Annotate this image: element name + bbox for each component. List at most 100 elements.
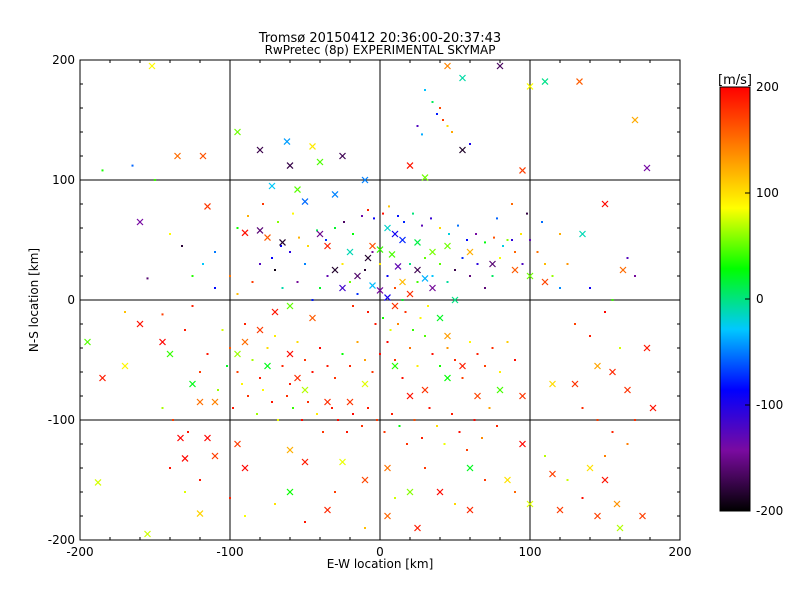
scatter-point-dot — [352, 305, 354, 307]
scatter-point-dot — [466, 449, 468, 451]
scatter-point-x — [181, 454, 189, 462]
scatter-point-dot — [439, 365, 441, 367]
scatter-point-x — [549, 380, 556, 388]
scatter-point-x-stroke — [384, 224, 391, 232]
scatter-point-x-stroke — [279, 238, 286, 246]
scatter-point-dot — [304, 263, 306, 265]
scatter-point-x — [406, 162, 414, 170]
scatter-point-x-stroke — [421, 274, 429, 282]
scatter-point-dot — [581, 407, 584, 409]
scatter-point-dot — [169, 233, 171, 235]
scatter-point-x — [196, 510, 204, 518]
scatter-point-x — [511, 266, 519, 274]
scatter-point-dot — [161, 313, 164, 316]
scatter-point-dot — [236, 371, 239, 373]
scatter-point-x-stroke — [256, 226, 264, 234]
scatter-point-dot — [566, 263, 569, 265]
scatter-point-dot — [349, 365, 351, 367]
scatter-point-x-stroke — [316, 230, 324, 238]
scatter-point-x-stroke — [376, 286, 384, 294]
scatter-point-x — [414, 524, 421, 532]
scatter-point-dot — [611, 299, 614, 301]
scatter-point-x-stroke — [466, 506, 474, 514]
scatter-point-x-stroke — [199, 152, 207, 160]
scatter-point-x-stroke — [346, 248, 354, 256]
scatter-point-dot — [169, 467, 171, 469]
scatter-point-x — [414, 266, 421, 274]
scatter-point-x-stroke — [391, 302, 399, 310]
scatter-point-dot — [412, 329, 414, 331]
scatter-point-dot — [413, 419, 416, 421]
scatter-point-dot — [296, 341, 299, 343]
scatter-point-x — [309, 314, 316, 322]
scatter-point-dot — [446, 347, 449, 349]
scatter-point-x — [421, 386, 429, 394]
scatter-point-dot — [361, 215, 363, 217]
scatter-point-dot — [221, 329, 224, 331]
scatter-point-x-stroke — [211, 452, 219, 460]
scatter-point-x-stroke — [631, 116, 639, 124]
scatter-point-dot — [424, 335, 426, 337]
scatter-point-dot — [481, 437, 483, 439]
scatter-point-x-stroke — [301, 458, 309, 466]
scatter-point-dot — [161, 407, 164, 409]
scatter-point-x-stroke — [649, 404, 657, 412]
scatter-point-x — [316, 158, 324, 166]
scatter-point-x-stroke — [286, 162, 294, 170]
scatter-point-dot — [526, 212, 528, 215]
scatter-point-x-stroke — [571, 380, 579, 388]
scatter-point-dot — [251, 281, 254, 283]
scatter-point-dot — [187, 431, 189, 433]
scatter-point-dot — [341, 353, 344, 355]
scatter-point-dot — [326, 275, 329, 277]
scatter-point-dot — [236, 293, 239, 295]
scatter-point-x — [444, 62, 451, 70]
scatter-point-dot — [316, 229, 318, 232]
scatter-point-dot — [454, 269, 456, 271]
scatter-point-x-stroke — [466, 464, 474, 472]
scatter-point-x — [643, 164, 651, 172]
scatter-point-dot — [199, 371, 201, 373]
scatter-point-dot — [398, 425, 401, 427]
scatter-point-dot — [184, 491, 186, 493]
y-tick-label: -200 — [48, 533, 75, 547]
scatter-point-x-stroke — [331, 266, 339, 274]
scatter-point-dot — [541, 221, 543, 223]
scatter-point-dot — [514, 359, 516, 361]
scatter-point-dot — [229, 497, 231, 499]
scatter-point-dot — [484, 241, 486, 244]
scatter-point-dot — [419, 317, 422, 319]
scatter-point-dot — [626, 257, 629, 259]
scatter-point-dot — [430, 217, 432, 220]
scatter-point-dot — [406, 443, 408, 445]
scatter-point-dot — [229, 275, 231, 277]
scatter-point-dot — [514, 251, 516, 253]
scatter-point-dot — [281, 287, 284, 289]
scatter-point-dot — [458, 431, 461, 433]
scatter-point-dot — [484, 479, 486, 481]
scatter-point-dot — [446, 281, 449, 283]
scatter-point-x-stroke — [391, 362, 399, 370]
scatter-point-dot — [634, 275, 636, 277]
scatter-point-x — [241, 338, 249, 346]
scatter-point-x — [406, 290, 414, 298]
scatter-point-x — [177, 434, 184, 442]
scatter-point-x-stroke — [294, 374, 301, 382]
scatter-point-x-stroke — [616, 524, 624, 532]
scatter-point-dot — [451, 131, 453, 133]
scatter-point-dot — [421, 437, 423, 439]
scatter-point-dot — [277, 419, 279, 421]
scatter-point-dot — [581, 497, 584, 499]
scatter-point-x — [324, 398, 331, 406]
scatter-point-dot — [311, 299, 314, 301]
scatter-point-x — [631, 116, 639, 124]
scatter-point-x — [466, 248, 474, 256]
scatter-point-x-stroke — [211, 398, 219, 406]
scatter-point-x — [331, 266, 339, 274]
scatter-point-x-stroke — [586, 464, 594, 472]
scatter-point-x-stroke — [369, 242, 376, 250]
scatter-point-x — [339, 152, 346, 160]
scatter-point-dot — [416, 281, 419, 283]
scatter-point-x — [436, 314, 444, 322]
